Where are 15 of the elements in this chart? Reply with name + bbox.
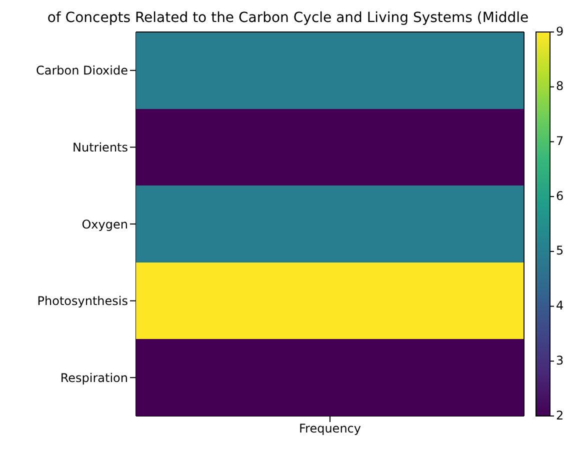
color-bar-label: 5 <box>556 244 564 258</box>
color-bar-label: 7 <box>556 134 564 148</box>
y-tick-label: Nutrients <box>72 140 128 154</box>
chart-title: of Concepts Related to the Carbon Cycle and Living Systems (Middle <box>46 10 530 26</box>
color-bar-label: 2 <box>556 408 564 422</box>
y-tick-label: Oxygen <box>82 217 128 232</box>
y-tick-label: Photosynthesis <box>37 294 128 308</box>
y-tick-label: Carbon Dioxide <box>36 64 128 78</box>
x-tick-label: Frequency <box>299 422 361 436</box>
color-bar-label: 6 <box>556 188 564 203</box>
color-bar-label: 4 <box>556 298 564 313</box>
color-bar-label: 9 <box>556 24 564 38</box>
color-bar-label: 8 <box>556 79 564 94</box>
y-tick-label: Respiration <box>60 370 128 385</box>
color-bar-label: 3 <box>556 353 564 368</box>
